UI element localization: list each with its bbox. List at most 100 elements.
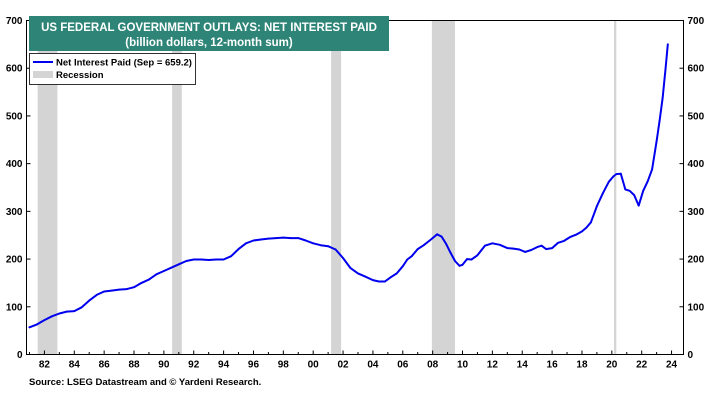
x-tick-label-94: 94 bbox=[218, 360, 230, 371]
y-tick-label-left-700: 700 bbox=[6, 16, 23, 27]
data-point-61 bbox=[449, 251, 452, 254]
data-point-95 bbox=[633, 194, 636, 197]
recession-band-0 bbox=[37, 20, 58, 355]
data-point-83 bbox=[575, 233, 577, 236]
x-tick-label-82: 82 bbox=[39, 360, 51, 371]
data-point-76 bbox=[536, 246, 539, 249]
y-tick-label-right-100: 100 bbox=[688, 302, 705, 313]
data-point-24 bbox=[207, 259, 210, 261]
x-tick-label-16: 16 bbox=[547, 360, 559, 371]
x-tick-label-92: 92 bbox=[188, 360, 200, 371]
data-point-23 bbox=[200, 258, 203, 261]
x-tick-label-10: 10 bbox=[457, 360, 469, 371]
recession-bands bbox=[37, 20, 617, 355]
data-point-90 bbox=[612, 175, 615, 178]
y-tick-label-right-300: 300 bbox=[688, 207, 705, 218]
chart-title-box: US FEDERAL GOVERNMENT OUTLAYS: NET INTER… bbox=[29, 16, 389, 51]
data-point-31 bbox=[260, 238, 262, 241]
data-point-104 bbox=[666, 43, 669, 46]
legend-label-net-interest: Net Interest Paid (Sep = 659.2) bbox=[56, 58, 192, 69]
data-point-16 bbox=[148, 278, 150, 281]
data-point-9 bbox=[95, 293, 98, 296]
data-point-26 bbox=[222, 258, 225, 261]
x-tick-label-20: 20 bbox=[606, 360, 618, 371]
data-point-79 bbox=[551, 247, 553, 249]
data-point-80 bbox=[557, 241, 559, 244]
data-point-43 bbox=[349, 267, 352, 270]
data-point-53 bbox=[410, 255, 413, 258]
net-interest-points bbox=[28, 43, 669, 329]
data-point-63 bbox=[458, 264, 461, 267]
data-point-66 bbox=[470, 258, 473, 261]
data-point-11 bbox=[110, 289, 113, 292]
data-point-86 bbox=[590, 221, 592, 224]
data-point-58 bbox=[436, 233, 439, 236]
title-background bbox=[29, 16, 389, 51]
y-tick-label-left-600: 600 bbox=[6, 64, 23, 75]
y-tick-label-right-400: 400 bbox=[688, 159, 705, 170]
data-point-93 bbox=[624, 188, 627, 191]
data-point-42 bbox=[342, 257, 344, 260]
data-point-71 bbox=[506, 247, 509, 249]
data-point-37 bbox=[304, 239, 307, 242]
x-tick-label-04: 04 bbox=[367, 360, 379, 371]
data-point-21 bbox=[185, 260, 188, 262]
data-point-78 bbox=[545, 248, 548, 250]
y-tick-label-right-0: 0 bbox=[688, 350, 694, 361]
x-tick-label-88: 88 bbox=[128, 360, 140, 371]
data-point-74 bbox=[524, 251, 527, 253]
y-axis-ticks: 0 0 100 100 200 200 300 300 400 400 500 500 600 600 70… bbox=[6, 16, 705, 361]
data-point-48 bbox=[383, 280, 386, 283]
data-point-34 bbox=[282, 236, 285, 239]
x-tick-label-98: 98 bbox=[278, 360, 290, 371]
data-point-39 bbox=[319, 244, 322, 247]
x-axis-ticks: 82 84 86 88 90 92 94 96 98 00 02 04 06 08 10 12 14 16 18 20… bbox=[28, 350, 678, 371]
data-point-29 bbox=[245, 242, 247, 245]
y-tick-label-left-100: 100 bbox=[6, 302, 23, 313]
data-point-17 bbox=[155, 273, 158, 276]
data-point-22 bbox=[192, 258, 195, 261]
x-tick-label-14: 14 bbox=[517, 360, 529, 371]
data-point-91 bbox=[615, 173, 618, 176]
data-point-65 bbox=[466, 258, 468, 260]
data-point-46 bbox=[372, 279, 374, 281]
y-tick-label-left-0: 0 bbox=[17, 350, 23, 361]
x-tick-label-84: 84 bbox=[69, 360, 81, 371]
data-point-101 bbox=[658, 119, 661, 122]
data-point-30 bbox=[252, 239, 255, 242]
recession-band-3 bbox=[431, 20, 456, 355]
x-tick-label-18: 18 bbox=[576, 360, 588, 371]
y-tick-label-right-700: 700 bbox=[688, 16, 705, 27]
x-tick-label-86: 86 bbox=[99, 360, 111, 371]
recession-band-2 bbox=[331, 20, 342, 355]
data-point-99 bbox=[651, 168, 654, 171]
data-point-87 bbox=[595, 205, 598, 208]
data-point-64 bbox=[461, 263, 464, 266]
data-point-55 bbox=[422, 244, 425, 247]
x-tick-label-02: 02 bbox=[337, 360, 349, 371]
data-point-96 bbox=[637, 204, 640, 207]
data-point-49 bbox=[389, 276, 392, 279]
data-point-7 bbox=[80, 306, 83, 309]
data-point-98 bbox=[646, 180, 649, 183]
data-point-62 bbox=[454, 260, 456, 262]
data-point-28 bbox=[237, 248, 240, 250]
data-point-12 bbox=[118, 288, 120, 291]
data-point-19 bbox=[170, 266, 173, 269]
data-point-25 bbox=[215, 258, 218, 261]
data-point-41 bbox=[334, 248, 337, 251]
data-point-6 bbox=[73, 310, 76, 312]
y-tick-label-left-500: 500 bbox=[6, 111, 23, 122]
x-tick-label-96: 96 bbox=[248, 360, 260, 371]
data-point-5 bbox=[65, 310, 68, 313]
data-point-45 bbox=[364, 275, 367, 278]
y-tick-label-left-200: 200 bbox=[6, 255, 23, 266]
data-point-59 bbox=[440, 235, 443, 238]
data-point-33 bbox=[274, 237, 277, 239]
data-point-0 bbox=[28, 326, 31, 329]
x-tick-label-08: 08 bbox=[427, 360, 439, 371]
data-point-70 bbox=[498, 243, 501, 246]
legend: Net Interest Paid (Sep = 659.2) Recessio… bbox=[29, 53, 196, 85]
data-point-15 bbox=[140, 282, 143, 284]
data-point-35 bbox=[289, 237, 292, 239]
